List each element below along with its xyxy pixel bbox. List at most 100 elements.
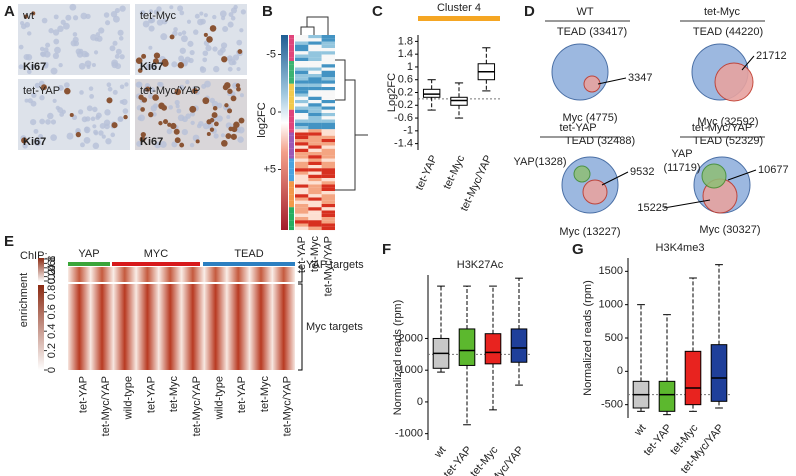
ki67-nucleus (111, 122, 118, 129)
yap-set (701, 163, 727, 189)
cell (26, 69, 32, 75)
overlap-count: 9532 (630, 166, 654, 178)
ki67-nucleus (179, 142, 185, 148)
heatmap-cell (295, 155, 309, 159)
scale-tick-label: 0.4 (46, 265, 58, 280)
cell (18, 64, 24, 70)
cell (240, 9, 246, 15)
heatmap-cell (308, 161, 322, 166)
heatmap-cell (295, 210, 309, 214)
row-annotation (289, 51, 294, 55)
y-axis-label: Normalized reads (rpm) (582, 280, 594, 396)
row-annotation (289, 171, 294, 175)
cell (194, 13, 200, 19)
heatmap-cell (295, 38, 309, 42)
chart-title: H3K27Ac (457, 259, 504, 271)
panel-label: E (4, 233, 14, 250)
column-label: tet-YAP (145, 376, 157, 413)
row-annotation (289, 96, 294, 101)
scale-tick-label: 0.6 (46, 260, 58, 275)
overlap-count: 15225 (637, 202, 668, 214)
cell (84, 60, 92, 68)
cell (83, 136, 91, 144)
cell (148, 45, 153, 50)
heatmap-cell (321, 48, 335, 52)
heatmap-cell (321, 168, 335, 172)
overlap-count: 10677 (758, 164, 789, 176)
y-tick-label: 0 (617, 365, 623, 377)
cell (137, 116, 142, 121)
cell (173, 27, 178, 32)
cell (148, 17, 154, 24)
ki67-nucleus (141, 53, 147, 59)
cell (117, 29, 124, 36)
heatmap-cell (321, 93, 335, 97)
title-band (418, 16, 500, 21)
cell (158, 81, 164, 88)
heatmap-cell (295, 142, 309, 146)
group-label: MYC (144, 248, 169, 260)
cell (142, 20, 150, 28)
heatmap-cell (308, 54, 322, 58)
heatmap-cell (321, 187, 335, 192)
heatmap-column (249, 267, 273, 282)
heatmap-cell (321, 217, 335, 221)
cell (52, 29, 60, 36)
cell (92, 142, 100, 150)
cell (39, 95, 45, 101)
y-axis-label: Normalized reads (rpm) (392, 300, 404, 416)
ki67-nucleus (189, 105, 197, 113)
heatmap-cell (308, 113, 322, 117)
heatmap-cell (321, 44, 335, 49)
ki67-nucleus (206, 36, 213, 43)
heatmap-cell (308, 171, 322, 175)
ki67-nucleus (152, 94, 159, 101)
heatmap-cell (321, 139, 335, 143)
row-annotation (289, 113, 294, 117)
heatmap-cell (321, 87, 335, 91)
cell (178, 55, 185, 62)
row-annotation (289, 223, 294, 227)
cell (50, 119, 57, 125)
heatmap-cell (295, 204, 309, 208)
ki67-nucleus (235, 83, 241, 88)
ki67-nucleus (153, 52, 161, 59)
ki67-nucleus (238, 117, 245, 124)
ki67-nucleus (64, 87, 71, 95)
heatmap-cell (295, 80, 309, 84)
heatmap-cell (308, 129, 322, 133)
cell (124, 82, 129, 87)
heatmap-cell (308, 38, 322, 42)
cell (66, 132, 74, 140)
heatmap-cell (308, 194, 322, 198)
cell (30, 64, 35, 69)
heatmap-column (90, 284, 114, 370)
heatmap-cell (321, 113, 335, 117)
heatmap-cell (308, 61, 322, 65)
cell (43, 61, 49, 67)
cell (38, 133, 44, 139)
cell (236, 66, 241, 72)
myc-count: Myc (32592) (697, 116, 758, 128)
myc-count: Myc (4775) (562, 112, 617, 124)
cell (136, 81, 143, 88)
row-annotation (289, 77, 294, 81)
ki67-nucleus (222, 84, 229, 91)
heatmap-column (226, 284, 250, 370)
row-annotation (289, 64, 294, 68)
cell (112, 40, 118, 46)
cell (148, 25, 155, 32)
heatmap-cell (321, 207, 335, 211)
cell (190, 120, 195, 126)
chart-title: H3K4me3 (656, 242, 705, 254)
row-annotation (289, 142, 294, 146)
heatmap-cell (295, 165, 309, 169)
heatmap-cell (295, 41, 309, 45)
y-tick-label: -1.4 (394, 138, 413, 150)
heatmap-column (136, 284, 159, 370)
cell (181, 128, 188, 136)
row-annotation (289, 217, 294, 221)
heatmap-cell (308, 93, 322, 97)
ki67-nucleus (174, 88, 182, 96)
panel-label: D (524, 3, 535, 20)
